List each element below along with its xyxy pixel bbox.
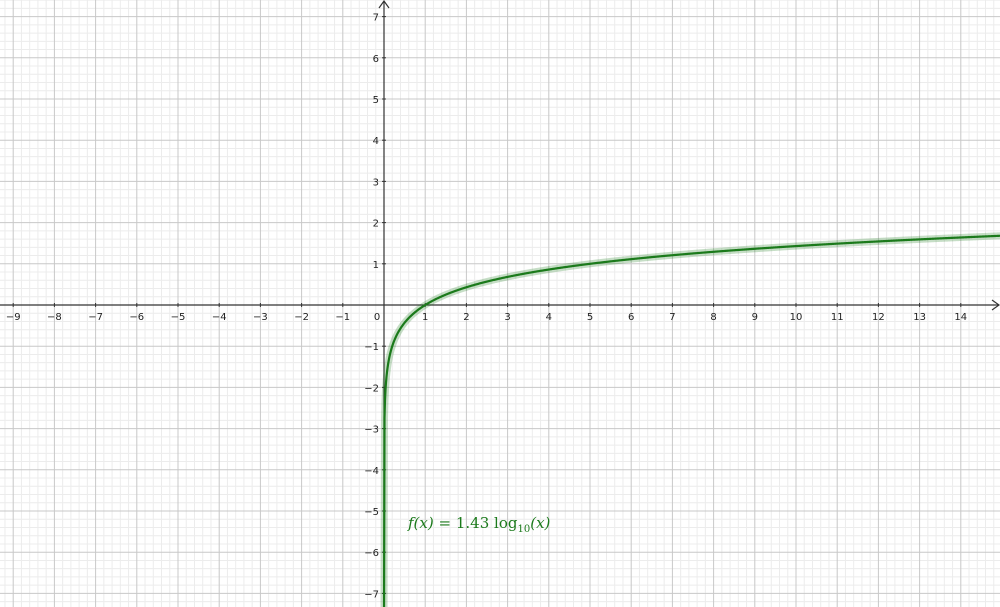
x-tick-label: 7: [669, 312, 675, 323]
y-tick-label: −1: [364, 342, 379, 353]
x-tick-label: 8: [710, 312, 716, 323]
y-tick-label: −2: [364, 383, 379, 394]
log-name: log: [494, 514, 518, 532]
log-base: 10: [517, 524, 531, 535]
y-tick-label: 7: [373, 13, 379, 24]
coefficient: 1.43: [455, 514, 490, 532]
x-tick-label: −8: [47, 312, 62, 323]
function-label[interactable]: f(x) = 1.43 log10(x): [408, 514, 550, 535]
y-tick-label: 4: [373, 136, 379, 147]
x-tick-label: 1: [422, 312, 428, 323]
y-tick-label: −5: [364, 507, 379, 518]
x-tick-label: −4: [212, 312, 227, 323]
y-tick-label: −6: [364, 548, 379, 559]
y-axis-arrow-icon: [378, 0, 390, 9]
x-tick-label: −1: [335, 312, 350, 323]
y-tick-label: −7: [364, 589, 379, 600]
log-arg: (x): [530, 514, 551, 532]
x-tick-label: 5: [587, 312, 593, 323]
x-tick-label: −6: [129, 312, 144, 323]
y-tick-label: 5: [373, 95, 379, 106]
y-tick-label: 3: [373, 177, 379, 188]
x-tick-label: 6: [628, 312, 634, 323]
y-tick-label: 1: [373, 260, 379, 271]
x-tick-label: 12: [872, 312, 885, 323]
x-tick-label: 13: [913, 312, 926, 323]
x-tick-label: 3: [504, 312, 510, 323]
x-tick-label: −5: [171, 312, 186, 323]
x-tick-label: 0: [374, 312, 380, 323]
function-curve: [382, 234, 1000, 607]
x-tick-label: 10: [790, 312, 803, 323]
x-tick-label: 9: [752, 312, 758, 323]
x-tick-label: −9: [6, 312, 21, 323]
x-tick-label: 4: [546, 312, 552, 323]
y-tick-label: −4: [364, 466, 379, 477]
equals-sign: =: [438, 514, 452, 532]
x-tick-label: 2: [463, 312, 469, 323]
y-tick-label: 6: [373, 54, 379, 65]
x-tick-label: 14: [954, 312, 967, 323]
function-curve-highlight: [380, 232, 1000, 607]
x-tick-label: −7: [88, 312, 103, 323]
y-tick-label: −3: [364, 425, 379, 436]
y-tick-label: 2: [373, 219, 379, 230]
x-axis-arrow-icon: [991, 299, 1000, 311]
x-tick-label: 11: [831, 312, 844, 323]
x-tick-label: −3: [253, 312, 268, 323]
function-lhs: f(x): [408, 514, 434, 532]
x-tick-label: −2: [294, 312, 309, 323]
